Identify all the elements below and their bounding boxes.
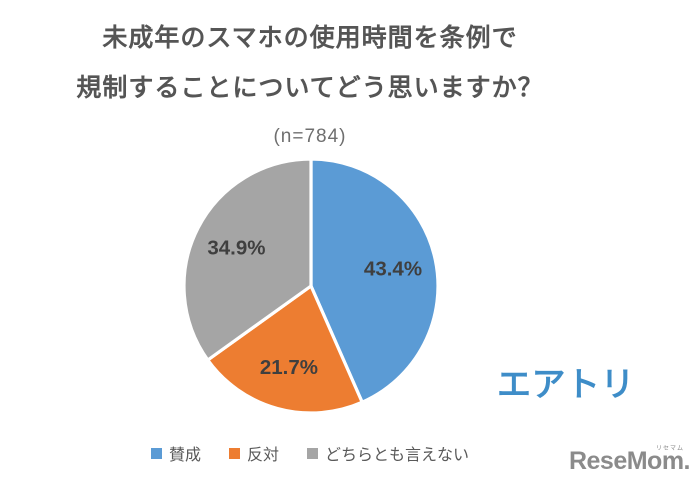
- resemom-wordmark: ReseMom.: [568, 447, 691, 475]
- legend-swatch-disagree: [228, 447, 240, 459]
- resemom-kana-label: リセマム: [655, 446, 684, 452]
- pie-label-disagree: 21.7%: [260, 356, 318, 379]
- pie-slice-disagree: [206, 284, 364, 415]
- pie-slice-neutral: [182, 157, 313, 362]
- pie-label-agree: 43.4%: [364, 258, 422, 281]
- chart-title: 未成年のスマホの使用時間を条例で 規制することについてどう思いますか？: [0, 13, 620, 113]
- pie-chart-svg: 43.4% 21.7% 34.9%: [182, 157, 440, 415]
- pie-slice-agree: [309, 157, 440, 404]
- chart-content-column: 未成年のスマホの使用時間を条例で 規制することについてどう思いますか？ (n=7…: [0, 13, 620, 465]
- legend-swatch-agree: [150, 447, 162, 459]
- pie-label-neutral: 34.9%: [207, 237, 265, 260]
- sample-size-label: (n=784): [273, 126, 347, 147]
- legend-item-disagree: 反対: [228, 441, 279, 465]
- resemom-logo: リセマム ReseMom.: [568, 446, 691, 476]
- legend-item-neutral: どちらとも言えない: [307, 441, 469, 465]
- legend-label-neutral: どちらとも言えない: [325, 447, 470, 464]
- legend-item-agree: 賛成: [150, 441, 201, 465]
- legend-label-agree: 賛成: [168, 447, 201, 464]
- legend-label-disagree: 反対: [246, 447, 279, 464]
- legend-swatch-neutral: [307, 447, 318, 459]
- chart-title-line1: 未成年のスマホの使用時間を条例で: [102, 24, 518, 52]
- chart-title-line2: 規制することについてどう思いますか？: [76, 74, 544, 102]
- pie-chart: 43.4% 21.7% 34.9%: [176, 151, 446, 421]
- airtri-logo: エアトリ: [497, 366, 635, 404]
- legend: 賛成 反対 どちらとも言えない: [0, 441, 620, 465]
